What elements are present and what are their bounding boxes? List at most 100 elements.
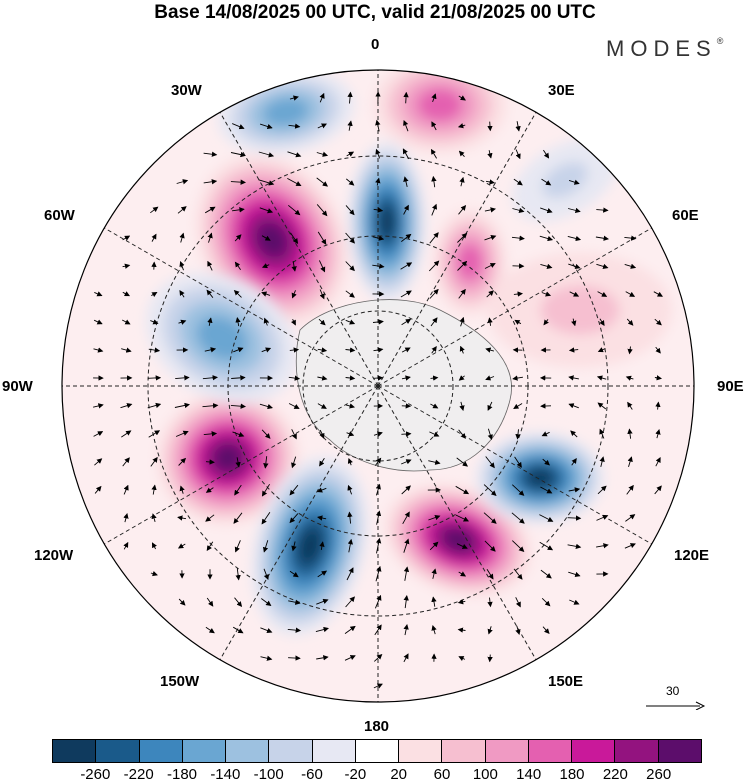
wind-vector-arrow [177, 515, 187, 521]
wind-vector-arrow [203, 179, 218, 185]
wind-vector-arrow [150, 319, 159, 325]
wind-vector-arrow [176, 179, 189, 185]
wind-vector-arrow [120, 403, 133, 409]
wind-vector-arrow [457, 123, 466, 129]
wind-vector-arrow [233, 512, 243, 524]
wind-vector-arrow [627, 401, 633, 410]
colorbar-tick-label: -220 [123, 766, 154, 783]
wind-vector-arrow [401, 233, 412, 242]
wind-vector-arrow [485, 375, 495, 381]
wind-vector-arrow [230, 179, 246, 185]
wind-vector-arrow [458, 656, 466, 661]
wind-vector-arrow [655, 457, 661, 467]
wind-vector-arrow [258, 179, 275, 186]
wind-vector-arrow [234, 540, 241, 553]
wind-vector-arrow [289, 513, 299, 524]
wind-vector-arrow [483, 512, 497, 524]
lon-label-90w: 90W [2, 378, 33, 395]
wind-vector-arrow [540, 569, 552, 579]
wind-vector-arrow [487, 401, 493, 411]
wind-vector-arrow [428, 514, 441, 521]
wind-vector-arrow [234, 261, 241, 270]
wind-vector-arrow [261, 511, 271, 525]
wind-vector-arrow [288, 599, 301, 605]
wind-vector-arrow [431, 625, 437, 635]
wind-vector-arrow [431, 175, 437, 188]
wind-vector-arrow [261, 263, 270, 269]
wind-vector-arrow [207, 260, 213, 271]
wind-vector-arrow [515, 121, 521, 132]
wind-vector-arrow [458, 150, 465, 158]
wind-vector-arrow [261, 235, 271, 241]
wind-vector-arrow [151, 542, 157, 550]
wind-vector-arrow [347, 91, 353, 104]
colorbar-swatch [312, 740, 356, 762]
wind-vector-arrow [346, 431, 355, 437]
wind-vector-arrow [259, 123, 273, 130]
wind-vector-arrow [455, 514, 470, 522]
wind-vector-arrow [513, 178, 523, 186]
wind-vector-arrow [655, 346, 661, 354]
wind-vector-arrow [206, 289, 214, 298]
positive-anomaly-center [433, 209, 507, 315]
wind-vector-arrow [568, 487, 581, 493]
negative-anomaly-center [347, 141, 427, 303]
wind-vector-arrow [261, 429, 271, 439]
wind-vector-arrow [203, 151, 218, 157]
wind-vector-arrow [150, 206, 159, 214]
wind-vector-arrow [373, 431, 383, 437]
wind-vector-arrow [232, 626, 244, 634]
wind-vector-arrow [122, 235, 131, 241]
colorbar-tick-label: 100 [472, 766, 498, 783]
wind-vector-arrow [178, 457, 187, 466]
wind-vector-arrow [596, 543, 609, 549]
wind-vector-arrow [288, 655, 301, 661]
wind-vector-arrow [431, 596, 437, 607]
wind-vector-arrow [597, 347, 606, 353]
wind-vector-arrow [540, 207, 553, 214]
colorbar-swatch [485, 740, 529, 762]
meridian-line [377, 385, 537, 660]
wind-vector-arrow [291, 429, 297, 440]
colorbar-tick-label: 20 [390, 766, 407, 783]
wind-vector-arrow [429, 232, 439, 244]
wind-vector-arrow [624, 263, 637, 269]
wind-vector-arrow [430, 148, 437, 159]
wind-vector-arrow [511, 235, 525, 241]
wind-vector-arrow [373, 207, 384, 213]
wind-vector-arrow [287, 178, 302, 187]
wind-vector-arrow [375, 565, 382, 582]
colorbar-tick-label: -100 [253, 766, 284, 783]
wind-vector-arrow [289, 570, 299, 578]
colorbar-swatch [182, 740, 227, 762]
lon-label-60w: 60W [44, 207, 75, 224]
lon-label-0: 0 [371, 36, 380, 53]
wind-vector-arrow [458, 288, 466, 299]
negative-anomaly-center [512, 138, 618, 222]
colorbar-swatch [615, 740, 659, 762]
wind-vector-arrow [511, 512, 525, 524]
wind-vector-arrow [459, 345, 465, 354]
meridian-line [377, 112, 537, 387]
wind-vector-arrow [345, 403, 355, 409]
wind-vector-arrow [541, 291, 552, 297]
wind-vector-arrow [344, 655, 356, 661]
wind-vector-arrow [207, 232, 213, 243]
wind-vector-arrow [456, 457, 469, 467]
wind-vector-arrow [653, 291, 663, 297]
wind-vector-arrow [459, 316, 465, 327]
negative-anomaly-center [475, 432, 605, 524]
wind-vector-arrow [597, 402, 607, 410]
wind-vector-arrow [595, 235, 609, 241]
wind-vector-arrow [373, 347, 384, 353]
wind-vector-arrow [568, 347, 579, 353]
wind-vector-arrow [624, 543, 636, 549]
polar-stereographic-map [61, 69, 695, 703]
wind-vector-arrow [625, 291, 636, 297]
wind-vector-arrow [375, 483, 381, 496]
wind-vector-arrow [458, 571, 467, 577]
wind-vector-arrow [202, 375, 218, 381]
wind-vector-arrow [401, 347, 411, 353]
wind-vector-arrow [484, 263, 496, 269]
wind-vector-arrow [288, 123, 301, 129]
